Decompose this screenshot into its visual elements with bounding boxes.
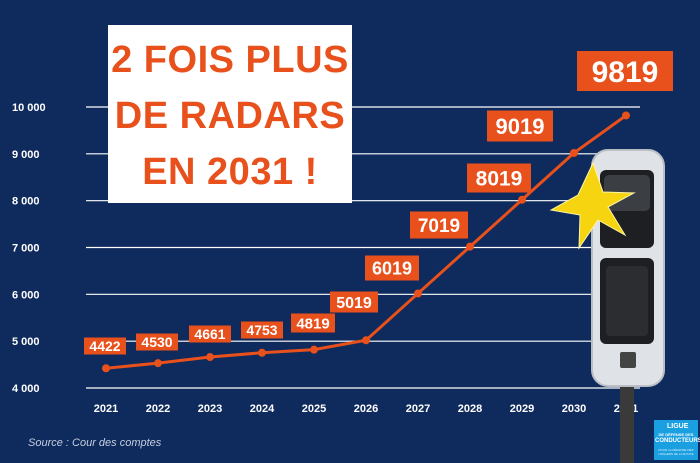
x-tick-label: 2022 — [146, 403, 170, 415]
data-label-text: 4530 — [141, 334, 172, 350]
data-label-text: 9819 — [592, 56, 659, 89]
data-label: 9819 — [577, 51, 673, 91]
data-point — [570, 148, 578, 157]
y-tick-label: 6 000 — [12, 289, 40, 301]
x-tick-label: 2025 — [302, 403, 326, 415]
flash-star-icon — [549, 161, 636, 250]
x-tick-label: 2026 — [354, 403, 378, 415]
data-label: 4422 — [84, 337, 126, 355]
data-point — [362, 336, 370, 345]
data-label-box — [410, 211, 468, 239]
data-label-box — [577, 51, 673, 91]
data-label: 4819 — [291, 313, 335, 333]
data-label-box — [365, 255, 419, 281]
logo-line-2: DE DÉFENSE DES — [658, 432, 694, 437]
data-point — [622, 111, 630, 120]
data-label: 4661 — [189, 325, 231, 343]
speed-camera-icon — [591, 149, 665, 463]
data-point — [258, 348, 266, 357]
x-tick-label: 2030 — [562, 403, 586, 415]
data-label: 4753 — [241, 321, 283, 339]
data-label-text: 4753 — [246, 322, 277, 338]
data-label-text: 7019 — [418, 216, 460, 237]
data-label-text: 5019 — [336, 295, 372, 312]
data-label-box — [189, 325, 231, 343]
data-label-box — [136, 333, 178, 351]
data-label-text: 8019 — [476, 168, 523, 191]
data-point — [154, 359, 162, 368]
y-tick-label: 9 000 — [12, 149, 40, 161]
title-line-1: 2 FOIS PLUS — [111, 39, 349, 81]
data-label-box — [291, 313, 335, 333]
data-label: 9019 — [487, 110, 553, 142]
data-point — [466, 242, 474, 251]
league-logo: LIGUE DE DÉFENSE DES CONDUCTEURS POUR LA… — [654, 420, 700, 460]
data-label-box — [487, 110, 553, 142]
x-tick-label: 2024 — [250, 403, 275, 415]
x-tick-label: 2027 — [406, 403, 430, 415]
logo-line-1: LIGUE — [667, 423, 689, 430]
y-tick-label: 8 000 — [12, 196, 40, 208]
title-line-3: EN 2031 ! — [142, 151, 318, 193]
logo-line-4: POUR LA DÉFENSE DES USAGERS DE LA ROUTE — [658, 448, 694, 456]
data-label-box — [330, 291, 378, 313]
data-point — [102, 364, 110, 373]
logo-line-3: CONDUCTEURS — [655, 438, 700, 444]
y-tick-label: 4 000 — [12, 383, 40, 395]
data-label: 7019 — [410, 211, 468, 239]
title-line-2: DE RADARS — [114, 95, 346, 137]
data-label-text: 6019 — [372, 258, 412, 278]
data-label: 4530 — [136, 333, 178, 351]
data-label-text: 4819 — [296, 315, 329, 332]
data-label: 8019 — [467, 163, 531, 193]
data-label-box — [84, 337, 126, 355]
data-label-box — [241, 321, 283, 339]
data-label-box — [467, 163, 531, 193]
data-point — [310, 345, 318, 354]
title-box: 2 FOIS PLUS DE RADARS EN 2031 ! — [108, 25, 352, 203]
x-tick-label: 2021 — [94, 403, 118, 415]
x-tick-label: 2028 — [458, 403, 482, 415]
y-tick-label: 5 000 — [12, 336, 40, 348]
data-point — [414, 289, 422, 298]
data-label-text: 4422 — [89, 338, 120, 354]
data-label-text: 4661 — [194, 326, 225, 342]
x-tick-label: 2029 — [510, 403, 534, 415]
y-tick-label: 7 000 — [12, 243, 40, 255]
y-tick-label: 10 000 — [12, 102, 46, 114]
source-caption: Source : Cour des comptes — [28, 437, 162, 449]
data-label: 6019 — [365, 255, 419, 281]
data-point — [206, 353, 214, 362]
data-point — [518, 195, 526, 204]
x-tick-label: 2023 — [198, 403, 222, 415]
data-label: 5019 — [330, 291, 378, 313]
data-label-text: 9019 — [496, 114, 545, 139]
